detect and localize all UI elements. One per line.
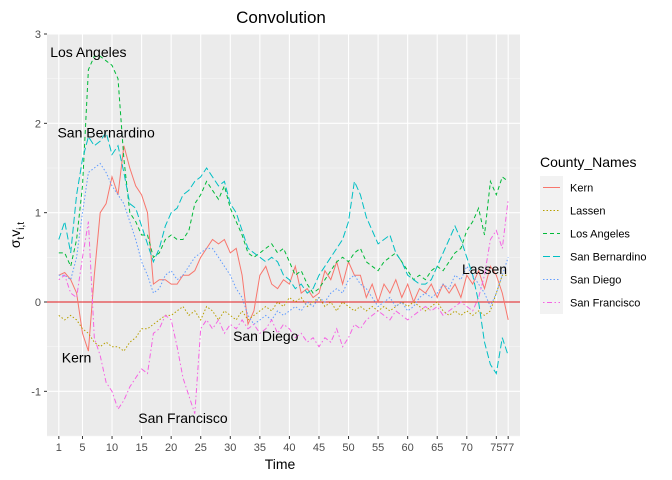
legend-title: County_Names — [540, 154, 637, 170]
x-tick-label: 5 — [79, 442, 85, 454]
annotation-label: San Francisco — [138, 410, 228, 426]
x-tick-label: 77 — [502, 442, 514, 454]
x-tick-label: 15 — [135, 442, 147, 454]
legend: County_Names Kern Lassen Los Angeles San Be… — [540, 154, 646, 314]
y-tick-label: 1 — [35, 208, 41, 220]
x-tick-label: 10 — [106, 442, 118, 454]
y-axis-title-v: v — [7, 230, 23, 237]
x-tick-label: 20 — [165, 442, 177, 454]
y-axis-title-sub-it: i,t — [16, 222, 27, 230]
annotation-label: Kern — [62, 349, 92, 365]
legend-label-lassen: Lassen — [570, 206, 605, 218]
x-tick-label: 65 — [431, 442, 443, 454]
legend-label-san-diego: San Diego — [570, 275, 621, 287]
x-tick-label: 60 — [402, 442, 414, 454]
x-tick-label: 50 — [342, 442, 354, 454]
series-lines — [58, 55, 509, 414]
x-tick-label: 45 — [313, 442, 325, 454]
x-tick-label: 75 — [490, 442, 502, 454]
series-line-san-francisco — [58, 199, 509, 414]
annotation-label: San Diego — [233, 328, 299, 344]
annotations: Los Angeles San Bernardino Kern San Francis… — [50, 44, 507, 426]
y-axis-title: σtvi,t — [7, 222, 27, 248]
x-tick-label: 35 — [254, 442, 266, 454]
chart-title: Convolution — [236, 8, 326, 27]
series-line-lassen — [58, 274, 509, 352]
x-axis-title: Time — [265, 456, 296, 472]
annotation-label: Lassen — [462, 261, 507, 277]
y-tick-label: -1 — [31, 386, 41, 398]
y-tick-label: 3 — [35, 29, 41, 41]
y-axis-title-group: σtvi,t — [7, 222, 27, 248]
legend-label-los-angeles: Los Angeles — [570, 229, 630, 241]
legend-label-san-francisco: San Francisco — [570, 298, 640, 310]
x-tick-label: 40 — [283, 442, 295, 454]
y-tick-label: 0 — [35, 297, 41, 309]
annotation-label: Los Angeles — [50, 44, 126, 60]
annotation-label: San Bernardino — [57, 124, 155, 140]
legend-key — [540, 245, 563, 268]
x-tick-label: 25 — [195, 442, 207, 454]
legend-label-san-bernardino: San Bernardino — [570, 252, 646, 264]
series-line-kern — [58, 145, 509, 352]
x-tick-label: 1 — [56, 442, 62, 454]
x-tick-label: 30 — [224, 442, 236, 454]
series-line-los-angeles — [58, 55, 509, 294]
legend-label-kern: Kern — [570, 183, 593, 195]
x-tick-label: 55 — [372, 442, 384, 454]
plot-panel — [47, 34, 520, 436]
y-axis-ticks: -1 0 1 2 3 — [31, 29, 47, 398]
x-axis-ticks: 1 5 10 15 20 25 30 35 40 45 50 55 60 65 70 75 77 — [56, 436, 514, 454]
y-axis-title-sub-t: t — [16, 236, 27, 239]
series-line-san-bernardino — [58, 131, 509, 375]
x-tick-label: 70 — [461, 442, 473, 454]
y-tick-label: 2 — [35, 118, 41, 130]
